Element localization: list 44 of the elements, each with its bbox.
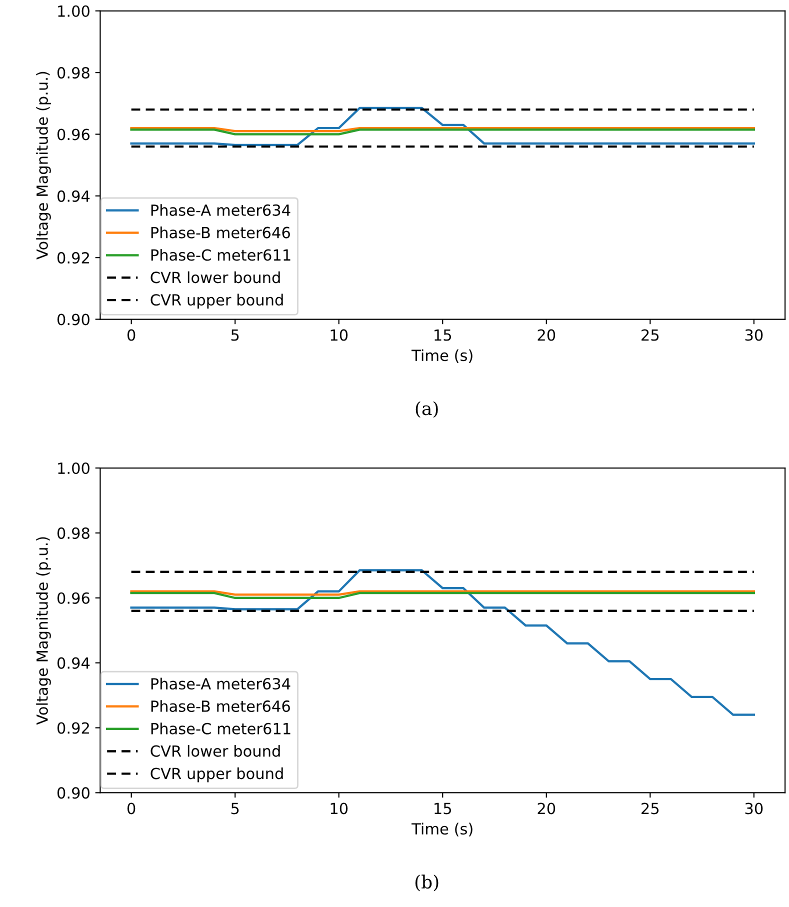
text: (a) (416, 401, 438, 418)
x-tick-label: 10 (330, 802, 348, 814)
legend-label: CVR lower bound (150, 271, 280, 284)
x-tick-label: 15 (434, 329, 452, 341)
y-tick-label: 0.94 (57, 190, 90, 202)
x-axis-title: Time (s) (412, 822, 472, 836)
y-tick-label: 0.96 (57, 592, 90, 604)
legend-label: Phase-B meter646 (151, 700, 290, 712)
x-tick-label: 20 (538, 802, 556, 814)
y-tick-label: 0.90 (57, 314, 90, 326)
y-tick-label: 0.94 (57, 657, 90, 669)
x-tick-label: 15 (434, 802, 452, 814)
legend-label: Phase-A meter634 (151, 204, 290, 216)
y-tick-label: 0.90 (57, 787, 90, 799)
y-tick-label: 1.00 (58, 5, 90, 17)
x-axis-title: Time (s) (412, 349, 472, 363)
x-tick-label: 30 (745, 802, 763, 814)
x-tick-label: 25 (642, 802, 659, 814)
legend-label: Phase-A meter634 (151, 678, 290, 690)
y-axis-title: Voltage Magnitude (p.u.) (36, 537, 51, 725)
line-series (130, 569, 756, 716)
legend-label: Phase-C meter611 (151, 248, 290, 261)
y-tick-label: 0.96 (57, 128, 90, 140)
y-tick-label: 0.98 (57, 527, 90, 539)
line-series (130, 106, 756, 146)
x-tick-label: 25 (642, 329, 659, 341)
x-tick-label: 0 (127, 802, 136, 814)
legend-label: Phase-C meter611 (151, 722, 290, 734)
legend-label: CVR lower bound (150, 745, 280, 757)
legend-label: CVR upper bound (150, 767, 283, 782)
x-tick-label: 5 (231, 329, 239, 341)
x-tick-label: 30 (745, 329, 763, 341)
y-tick-label: 0.92 (57, 252, 89, 264)
legend-label: CVR upper bound (150, 294, 283, 309)
x-tick-label: 5 (231, 802, 239, 814)
y-axis-title: Voltage Magnitude (p.u.) (36, 72, 51, 260)
y-tick-label: 1.00 (58, 462, 90, 474)
x-tick-label: 0 (127, 329, 136, 341)
y-tick-label: 0.92 (57, 722, 89, 734)
text: (b) (415, 874, 438, 892)
legend-label: Phase-B meter646 (151, 226, 290, 238)
x-tick-label: 20 (538, 329, 556, 341)
y-tick-label: 0.98 (57, 67, 90, 79)
x-tick-label: 10 (330, 329, 348, 341)
